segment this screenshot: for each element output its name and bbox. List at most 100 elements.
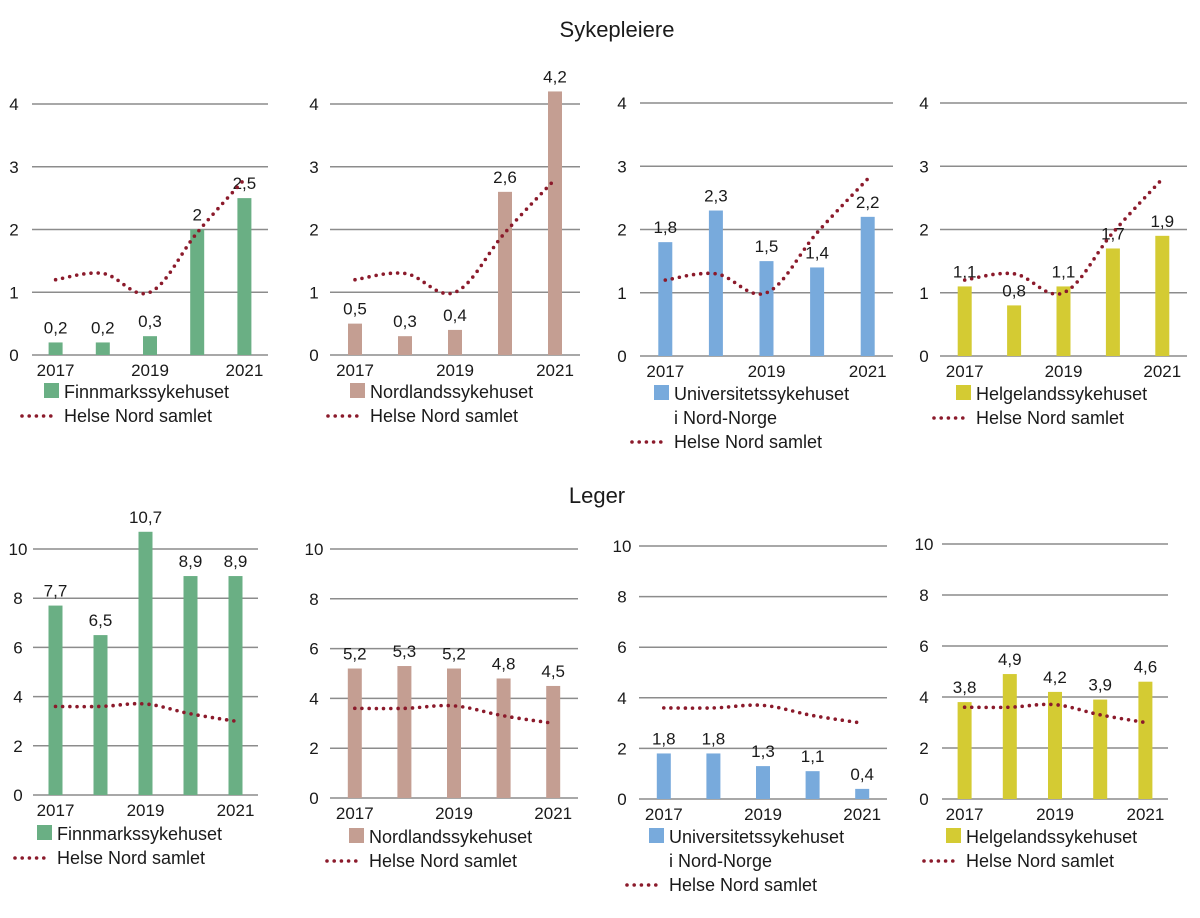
panel-sykepleiere-finnmarkssykehuset: 0 1 2 3 4 0,2 0,2 0,3 2 2,5 2017 2019 2021 Finnmarkss… (9, 95, 268, 426)
bar-2019 (759, 261, 774, 356)
panel-sykepleiere-helgelandssykehuset: 0 1 2 3 4 1,1 0,8 1,1 1,7 1,9 2017 2019 2021 Helgelan… (919, 94, 1187, 428)
bar-2021 (1155, 235, 1170, 356)
data-label-2020: 1,4 (805, 243, 829, 262)
bar-2019 (138, 531, 153, 795)
data-label-2020: 1,1 (801, 747, 825, 766)
x-tick-label: 2017 (37, 361, 75, 380)
y-tick-label: 2 (9, 221, 18, 240)
y-tick-label: 6 (617, 638, 626, 657)
helse-nord-samlet-line (962, 702, 1148, 725)
data-label-2018: 6,5 (89, 611, 113, 630)
data-label-2019: 1,5 (755, 237, 779, 256)
data-label-2017: 7,7 (44, 582, 68, 601)
helse-nord-samlet-line (662, 703, 864, 725)
section-title-sykepleiere: Sykepleiere (560, 17, 675, 42)
y-tick-label: 2 (13, 737, 22, 756)
bar-2019 (1048, 691, 1062, 799)
y-tick-label: 0 (309, 789, 318, 808)
y-tick-label: 3 (9, 158, 18, 177)
data-label-2019: 0,4 (443, 306, 467, 325)
y-tick-label: 0 (617, 347, 626, 366)
bar-2020 (810, 267, 825, 356)
legend-swatch-bar (349, 828, 364, 843)
bar-2021 (548, 91, 562, 355)
data-label-2017: 1,8 (653, 218, 677, 237)
y-tick-label: 3 (919, 157, 928, 176)
bar-2020 (498, 191, 512, 355)
y-tick-label: 6 (309, 640, 318, 659)
data-label-2021: 4,2 (543, 67, 567, 86)
legend-label-helse-nord: Helse Nord samlet (976, 408, 1124, 428)
y-tick-label: 10 (305, 540, 324, 559)
data-label-2017: 1,8 (652, 729, 676, 748)
y-tick-label: 4 (919, 94, 928, 113)
data-label-2020: 3,9 (1088, 676, 1112, 695)
panel-sykepleiere-nordlandssykehuset: 0 1 2 3 4 0,5 0,3 0,4 2,6 4,2 2017 2019 2021Nordland… (309, 67, 580, 426)
legend-label-helse-nord: Helse Nord samlet (64, 406, 212, 426)
bar-2018 (95, 342, 110, 355)
y-tick-label: 2 (919, 221, 928, 240)
y-tick-label: 10 (9, 540, 28, 559)
legend-label-hospital: Universitetssykehuset (669, 827, 844, 847)
y-tick-label: 2 (617, 739, 626, 758)
legend-swatch-bar (654, 385, 669, 400)
y-tick-label: 4 (309, 95, 318, 114)
x-tick-label: 2019 (131, 361, 169, 380)
x-tick-label: 2017 (336, 804, 374, 823)
y-tick-label: 4 (309, 689, 318, 708)
x-tick-label: 2021 (534, 804, 572, 823)
y-tick-label: 1 (617, 284, 626, 303)
y-tick-label: 4 (617, 689, 626, 708)
legend-swatch-bar (37, 825, 52, 840)
y-tick-label: 0 (919, 347, 928, 366)
bar-2017 (656, 753, 671, 799)
data-label-2017: 5,2 (343, 645, 367, 664)
y-tick-label: 0 (617, 790, 626, 809)
y-tick-label: 8 (309, 590, 318, 609)
data-label-2019: 10,7 (129, 508, 162, 527)
bar-2017 (957, 286, 972, 356)
bar-2020 (1093, 699, 1108, 799)
legend-label-hospital: i Nord-Norge (674, 408, 777, 428)
helse-nord-samlet-line (353, 703, 555, 726)
bar-2018 (397, 666, 412, 798)
legend-label-helse-nord: Helse Nord samlet (669, 875, 817, 895)
bar-2021 (546, 685, 561, 798)
data-label-2021: 4,5 (541, 662, 565, 681)
x-tick-label: 2019 (436, 361, 474, 380)
y-tick-label: 6 (13, 638, 22, 657)
data-label-2021: 4,6 (1134, 658, 1158, 677)
bar-2020 (190, 229, 205, 355)
y-tick-label: 2 (309, 221, 318, 240)
y-tick-label: 2 (919, 739, 928, 758)
x-tick-label: 2019 (435, 804, 473, 823)
y-tick-label: 4 (9, 95, 18, 114)
x-tick-label: 2019 (127, 801, 165, 820)
data-label-2017: 0,5 (343, 300, 367, 319)
bar-2021 (228, 576, 243, 795)
bar-2021 (237, 198, 252, 355)
x-tick-label: 2021 (843, 805, 881, 824)
y-tick-label: 4 (919, 688, 928, 707)
bar-2017 (48, 605, 63, 795)
legend-label-helse-nord: Helse Nord samlet (966, 851, 1114, 871)
panel-leger-finnmarkssykehuset: 0 2 4 6 8 10 7,7 6,5 10,7 8,9 8,9 2017 2019 2021 Finnm… (9, 508, 258, 868)
helse-nord-samlet-line (53, 177, 247, 296)
y-tick-label: 1 (9, 283, 18, 302)
legend: Nordlandssykehuset Helse Nord samlet (325, 827, 532, 871)
bar-2019 (447, 668, 461, 798)
x-tick-label: 2021 (225, 361, 263, 380)
y-tick-label: 6 (919, 637, 928, 656)
bar-2018 (708, 210, 723, 356)
legend-label-helse-nord: Helse Nord samlet (57, 848, 205, 868)
data-label-2017: 0,2 (44, 318, 68, 337)
data-label-2019: 1,1 (1052, 262, 1076, 281)
legend-label-hospital: Finnmarkssykehuset (64, 382, 229, 402)
helse-nord-samlet-line (663, 177, 870, 296)
y-tick-label: 2 (617, 221, 626, 240)
legend-label-helse-nord: Helse Nord samlet (674, 432, 822, 452)
y-tick-label: 4 (13, 688, 22, 707)
data-label-2020: 2 (192, 206, 201, 225)
